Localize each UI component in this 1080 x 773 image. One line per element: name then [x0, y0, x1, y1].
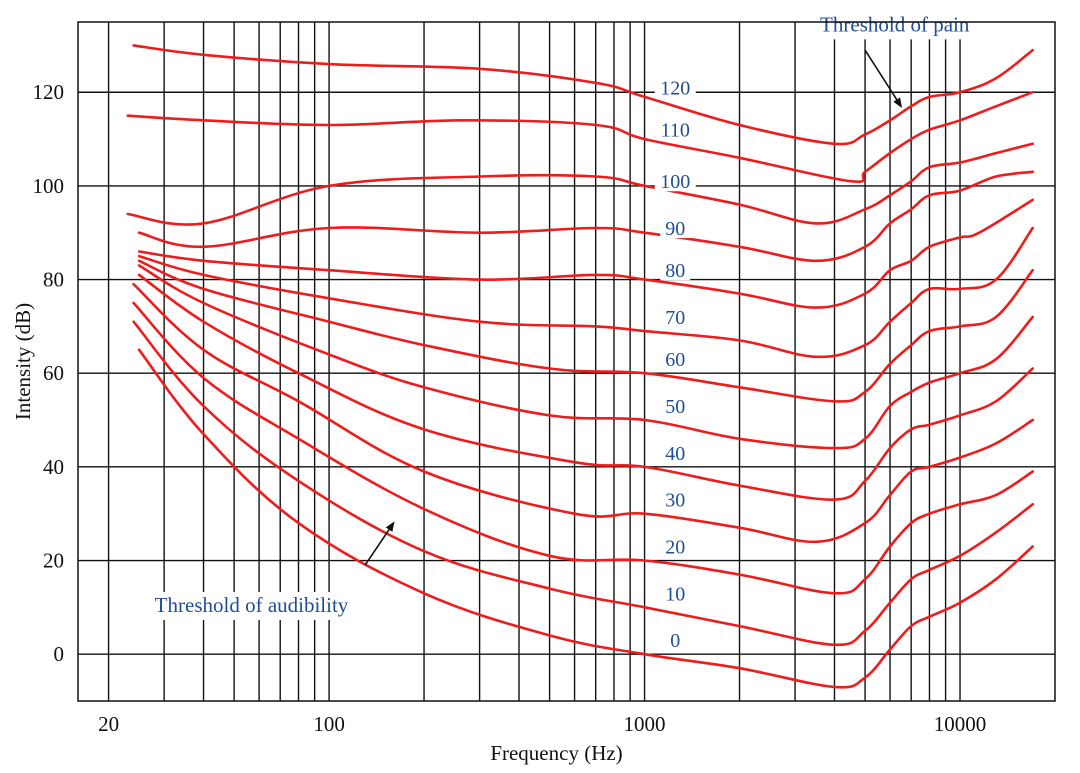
y-tick-label: 60	[43, 361, 64, 385]
curve-90-phon	[137, 170, 1034, 263]
annotation-text-0: Threshold of pain	[820, 12, 970, 36]
curve-label-40: 40	[665, 443, 685, 465]
x-tick-label: 20	[98, 712, 119, 736]
curve-label-10: 10	[665, 583, 685, 605]
curve-label-bg	[660, 258, 691, 281]
annotation-arrow-0	[864, 49, 903, 108]
y-tick-label: 100	[33, 174, 65, 198]
curve-label-bg	[660, 534, 691, 557]
curve-label-bg	[660, 305, 691, 328]
curve-110-phon	[126, 90, 1034, 184]
annotation-arrow-1	[364, 521, 395, 566]
curve-label-50: 50	[665, 396, 685, 418]
x-tick-label: 100	[313, 712, 345, 736]
curve-label-bg	[660, 581, 691, 604]
curve-10-phon	[132, 320, 1034, 647]
curve-20-phon	[132, 301, 1034, 595]
curve-label-120: 120	[660, 78, 690, 100]
curve-30-phon	[132, 282, 1034, 544]
annotations: Threshold of pain Threshold of audibility	[148, 11, 988, 621]
annotation-bg	[148, 592, 380, 621]
curve-label-bg	[660, 216, 691, 239]
curve-label-80: 80	[665, 260, 685, 282]
x-axis-title: Frequency (Hz)	[490, 741, 622, 765]
annotation-text-1: Threshold of audibility	[155, 593, 349, 617]
series-group	[126, 44, 1034, 689]
curve-label-100: 100	[660, 171, 690, 193]
y-axis-title: Intensity (dB)	[11, 303, 35, 420]
curve-label-30: 30	[665, 490, 685, 512]
curve-label-bg	[654, 75, 696, 98]
curve-label-bg	[654, 169, 696, 192]
curve-70-phon	[137, 226, 1034, 359]
curve-labels: 0 10 20 30 40 50 60 70 80 90 100 110 120	[654, 75, 696, 652]
y-tick-label: 20	[43, 549, 64, 573]
plot-frame	[77, 21, 1056, 702]
y-tick-label: 80	[43, 268, 64, 292]
annotation-bg	[814, 11, 988, 40]
curve-label-bg	[660, 487, 691, 510]
curve-label-0: 0	[670, 630, 680, 652]
curve-label-bg	[660, 393, 691, 416]
curve-label-20: 20	[665, 536, 685, 558]
grid	[78, 22, 1055, 701]
curve-80-phon	[137, 198, 1034, 309]
y-tick-label: 40	[43, 455, 64, 479]
curve-40-phon	[137, 273, 1034, 501]
curve-0-phon	[137, 348, 1034, 689]
curve-label-bg	[665, 628, 685, 651]
curve-label-bg	[654, 117, 696, 140]
curve-label-110: 110	[661, 120, 690, 142]
curve-60-phon	[137, 259, 1034, 403]
y-tick-label: 0	[54, 642, 65, 666]
x-tick-label: 10000	[934, 712, 987, 736]
curve-50-phon	[137, 264, 1034, 450]
y-tick-label: 120	[33, 80, 65, 104]
curve-label-bg	[660, 347, 691, 370]
curve-label-bg	[660, 440, 691, 463]
curve-label-90: 90	[665, 218, 685, 240]
curve-label-70: 70	[665, 307, 685, 329]
x-tick-label: 1000	[624, 712, 666, 736]
curve-label-60: 60	[665, 349, 685, 371]
curve-100-phon	[126, 142, 1034, 226]
curve-120-phon	[132, 44, 1034, 146]
